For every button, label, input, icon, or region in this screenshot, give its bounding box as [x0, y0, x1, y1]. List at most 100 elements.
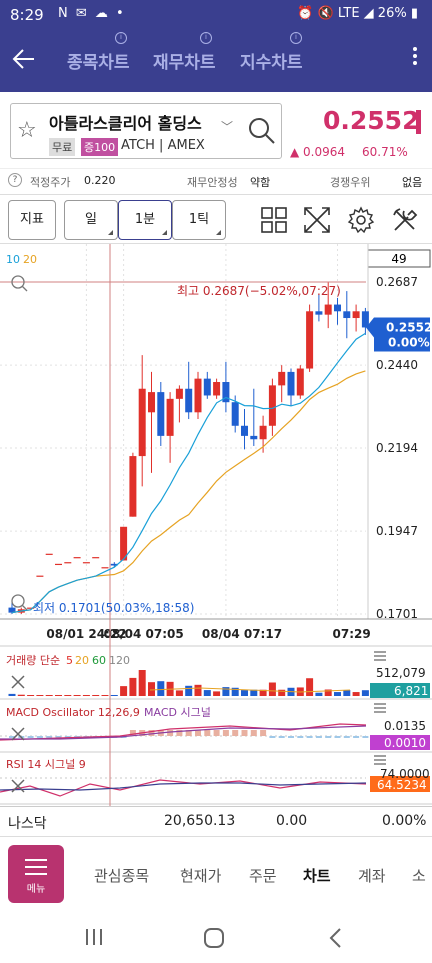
nav-order[interactable]: 주문 — [249, 867, 277, 885]
fullscreen-icon[interactable] — [302, 205, 332, 235]
price-chart[interactable]: 0.2687 0.2440 0.2194 0.1947 0.1701 08/01 24:2… — [0, 244, 432, 806]
settings-gear-icon[interactable] — [346, 205, 376, 235]
dropdown-corner-icon — [108, 230, 113, 235]
macd-histogram-bar — [185, 730, 192, 736]
volume-bar — [278, 689, 286, 696]
volume-bar — [101, 695, 109, 696]
volume-bar — [157, 681, 165, 696]
rsi-line — [0, 779, 367, 797]
menu-button[interactable]: 메뉴 — [8, 845, 64, 903]
nav-watchlist[interactable]: 관심종목 — [94, 867, 150, 885]
close-panel-icon — [11, 675, 25, 689]
grid-layout-icon[interactable] — [259, 205, 289, 235]
bottom-nav: 메뉴 관심종목 현재가 주문 차트 계좌 소 — [0, 836, 432, 911]
back-icon[interactable] — [326, 927, 346, 949]
zoom-icon — [11, 594, 25, 608]
volume-bar — [36, 695, 44, 696]
macd-histogram-bar — [167, 730, 174, 736]
volume-title: 거래량 단순 — [6, 654, 60, 667]
volume-cur: 6,821 — [394, 684, 428, 698]
macd-histogram-bar — [278, 736, 285, 738]
candle-body — [120, 526, 128, 561]
notification-icons: N ✉ ☁ • — [58, 6, 126, 21]
help-icon[interactable]: ? — [8, 173, 22, 187]
back-arrow-icon[interactable] — [10, 44, 38, 74]
chart-toolbar: 지표 일 1분 1틱 — [0, 194, 432, 244]
candle-body — [82, 562, 90, 564]
period-minute-label: 1분 — [134, 212, 156, 227]
rsi-cur-tag — [370, 776, 430, 792]
star-icon[interactable]: ☆ — [17, 118, 37, 143]
current-price-tag — [366, 317, 430, 352]
volume-bar — [110, 695, 118, 696]
volume-bar — [55, 695, 62, 696]
volume-bar — [17, 694, 25, 696]
tab-financial-chart[interactable]: 재무차트 — [153, 53, 216, 73]
price-change-pct: 60.71% — [362, 145, 408, 159]
macd-cur: 0.0010 — [384, 736, 426, 750]
volume-ma120: 120 — [109, 654, 130, 667]
macd-title-2: MACD 시그널 — [144, 706, 211, 719]
candle-body — [259, 425, 267, 440]
period-day-button[interactable]: 일 — [64, 200, 118, 240]
macd-histogram-bar — [129, 730, 136, 736]
tools-icon[interactable] — [390, 205, 420, 235]
menu-label: 메뉴 — [26, 884, 46, 895]
stock-selector[interactable]: ☆ 아틀라스클리어 홀딩스 ﹀ 무료 증100 ATCH | AMEX — [10, 103, 282, 159]
indicator-button[interactable]: 지표 — [8, 200, 56, 240]
search-icon[interactable] — [247, 116, 277, 146]
nav-account[interactable]: 계좌 — [358, 867, 386, 885]
macd-histogram-bar — [9, 736, 15, 738]
period-minute-button[interactable]: 1분 — [118, 200, 172, 240]
macd-histogram-bar — [241, 730, 248, 736]
tab-index-chart[interactable]: 지수차트 — [240, 53, 303, 73]
volume-bar — [222, 687, 230, 696]
market-pct: 0.00% — [382, 813, 427, 829]
volume-bar — [306, 678, 314, 696]
current-pct-tag-value: 0.00% — [388, 335, 430, 349]
nav-more[interactable]: 소 — [412, 867, 426, 885]
info-badge-icon: i — [290, 32, 302, 44]
price-tick: 0.1701 — [376, 607, 418, 621]
candle-body — [27, 607, 35, 609]
volume-bar — [82, 695, 90, 696]
home-icon[interactable] — [203, 927, 225, 949]
candle-body — [73, 557, 81, 559]
time-tick: 07:29 — [333, 627, 371, 641]
nav-quote[interactable]: 현재가 — [180, 867, 222, 885]
time-tick: 08/04 07:05 — [104, 627, 184, 641]
volume-bar — [334, 692, 341, 696]
candle-body — [36, 575, 44, 577]
macd-histogram-bar — [46, 736, 53, 738]
system-nav-bar — [0, 911, 432, 963]
dropdown-corner-icon — [162, 230, 167, 235]
macd-histogram-bar — [64, 736, 71, 738]
tab-stock-chart[interactable]: 종목차트 — [67, 53, 130, 73]
candle-body — [306, 311, 314, 369]
volume-bar — [138, 670, 146, 696]
hamburger-icon — [25, 859, 47, 875]
market-change: 0.00 — [276, 813, 308, 829]
current-price: 0.2552 — [323, 106, 420, 135]
volume-bar — [213, 691, 221, 696]
period-tick-label: 1틱 — [188, 212, 210, 227]
close-panel-icon — [11, 727, 25, 741]
dropdown-corner-icon — [216, 230, 221, 235]
candle-body — [231, 402, 239, 426]
candle-body — [268, 385, 276, 426]
chevron-down-icon[interactable]: ﹀ — [221, 120, 234, 134]
nav-chart[interactable]: 차트 — [303, 867, 331, 885]
ticker: ATCH — [121, 138, 155, 153]
volume-bar — [203, 690, 211, 696]
period-tick-button[interactable]: 1틱 — [172, 200, 226, 240]
ticker-exchange: ATCH | AMEX — [121, 138, 205, 153]
volume-bar — [129, 677, 137, 696]
volume-bar — [231, 687, 239, 696]
panel-menu-icon — [374, 703, 386, 713]
candle-body — [361, 311, 369, 328]
volume-max: 512,079 — [376, 666, 426, 680]
volume-bar — [194, 684, 202, 696]
candle-body — [278, 371, 286, 386]
recent-apps-icon[interactable] — [84, 927, 104, 947]
more-menu-icon[interactable] — [412, 44, 418, 74]
